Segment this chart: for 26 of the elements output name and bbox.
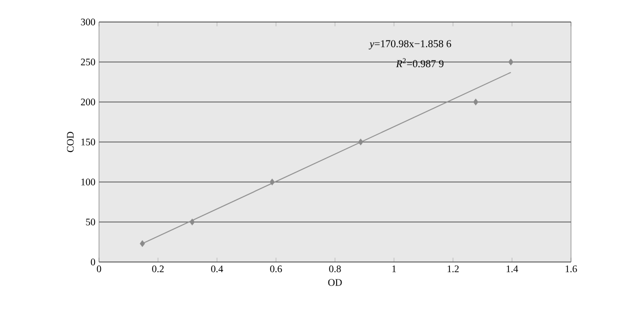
y-tick-label: 50 (86, 218, 96, 226)
y-axis-title: COD (67, 132, 74, 152)
point (508, 58, 514, 66)
y-tick-label: 200 (80, 98, 96, 106)
point (358, 138, 364, 146)
x-tick-label: 0.2 (152, 266, 164, 272)
y-tick-label: 250 (80, 58, 96, 66)
x-tick-label: 0.8 (329, 266, 341, 272)
x-tick-label: 1.6 (566, 266, 577, 272)
point (270, 178, 275, 186)
point (140, 240, 145, 247)
y-tick-label: 100 (81, 178, 96, 186)
annotation: R$^{2}$=0.987 9 (396, 58, 444, 68)
y-tick-label: 150 (81, 138, 96, 146)
point (473, 98, 478, 106)
x-tick-label: 0.6 (270, 266, 282, 272)
x-tick-label: 1 (392, 266, 396, 272)
x-tick-label: 0.4 (211, 266, 224, 272)
x-tick-label: 1.4 (506, 266, 518, 272)
x-tick-label: 0 (96, 266, 102, 272)
x-tick-label: 1.2 (448, 266, 459, 272)
annotation: y=170.98x−1.858 6 (368, 40, 452, 50)
point (190, 218, 195, 226)
x-axis-title: OD (328, 279, 342, 286)
y-tick-label: 300 (81, 18, 96, 26)
y-tick-label: 0 (90, 258, 96, 266)
